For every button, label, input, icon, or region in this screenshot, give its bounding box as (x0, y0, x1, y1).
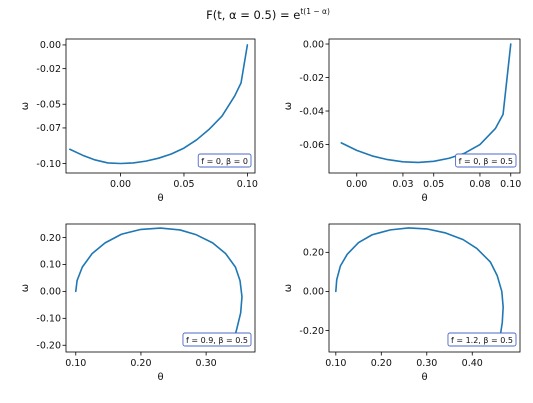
subplot-3: 0.10 0.20 0.30 0.20 0.10 0.00 -0.10 -0.20 θ ω f = … (20, 223, 256, 383)
legend-label: f = 0.9, β = 0.5 (186, 336, 248, 345)
x-tick-label: 0.20 (371, 358, 392, 369)
subplot-4: 0.10 0.20 0.30 0.40 0.20 0.00 -0.20 θ ω f = 1.2, … (283, 223, 521, 383)
axes-frame (328, 223, 521, 353)
y-tick-label: -0.07 (36, 123, 61, 134)
y-axis-label: ω (20, 284, 31, 292)
legend-box (197, 153, 252, 168)
legend-label: f = 1.2, β = 0.5 (451, 336, 513, 345)
y-tick-label: -0.02 (36, 64, 61, 75)
title-exponent: t(1 − α) (300, 7, 330, 16)
y-tick-label: -0.20 (299, 326, 324, 337)
y-tick-label: 0.00 (40, 40, 61, 51)
y-tick-label: -0.20 (36, 341, 61, 352)
y-axis-label: ω (20, 102, 31, 110)
x-tick-label: 0.03 (392, 179, 413, 190)
axes-frame (328, 38, 521, 174)
subplot-1: 0.00 0.05 0.10 0.00 -0.02 -0.05 -0.07 -0.10 θ ω f … (20, 38, 258, 204)
y-tick-label: 0.10 (40, 260, 61, 271)
x-tick-label: 0.05 (423, 179, 444, 190)
y-tick-label: 0.00 (303, 287, 324, 298)
x-tick-label: 0.20 (130, 358, 151, 369)
x-tick-label: 0.00 (346, 179, 367, 190)
y-tick-label: -0.06 (299, 140, 324, 151)
x-axis-label: θ (421, 193, 427, 204)
x-tick-label: 0.10 (237, 179, 258, 190)
y-tick-label: -0.05 (36, 100, 61, 111)
y-tick-label: 0.20 (40, 233, 61, 244)
legend-box (455, 153, 517, 168)
x-tick-label: 0.10 (325, 358, 346, 369)
x-tick-label: 0.00 (110, 179, 131, 190)
title-main: F(t, α = 0.5) = e (206, 8, 300, 22)
x-axis-label: θ (421, 372, 427, 383)
x-axis-label: θ (157, 372, 163, 383)
legend-box (182, 332, 252, 347)
series-line (335, 227, 504, 342)
y-axis-label: ω (283, 284, 294, 292)
legend-label: f = 0, β = 0.5 (459, 157, 513, 166)
series-line (74, 227, 243, 347)
legend-box (447, 332, 517, 347)
axes-frame (65, 38, 256, 174)
x-tick-label: 0.30 (196, 358, 217, 369)
x-tick-label: 0.40 (462, 358, 483, 369)
y-tick-label: -0.04 (299, 106, 324, 117)
y-tick-label: 0.00 (40, 287, 61, 298)
x-tick-label: 0.05 (173, 179, 194, 190)
series-line (340, 43, 512, 164)
legend-label: f = 0, β = 0 (201, 157, 248, 166)
series-line (69, 44, 249, 165)
y-axis-label: ω (283, 102, 294, 110)
subplot-2: 0.00 0.03 0.05 0.08 0.10 0.00 -0.02 -0.04 -0.06 θ… (283, 38, 521, 204)
x-axis-label: θ (157, 193, 163, 204)
figure-title: F(t, α = 0.5) = et(1 − α) (206, 7, 330, 22)
axes-frame (65, 223, 256, 353)
y-tick-label: -0.10 (36, 159, 61, 170)
x-tick-label: 0.10 (500, 179, 521, 190)
y-tick-label: -0.10 (36, 314, 61, 325)
y-tick-label: 0.20 (303, 248, 324, 259)
y-tick-label: -0.02 (299, 73, 324, 84)
x-tick-label: 0.08 (469, 179, 490, 190)
x-tick-label: 0.30 (416, 358, 437, 369)
x-tick-label: 0.10 (65, 358, 86, 369)
y-tick-label: 0.00 (303, 39, 324, 50)
